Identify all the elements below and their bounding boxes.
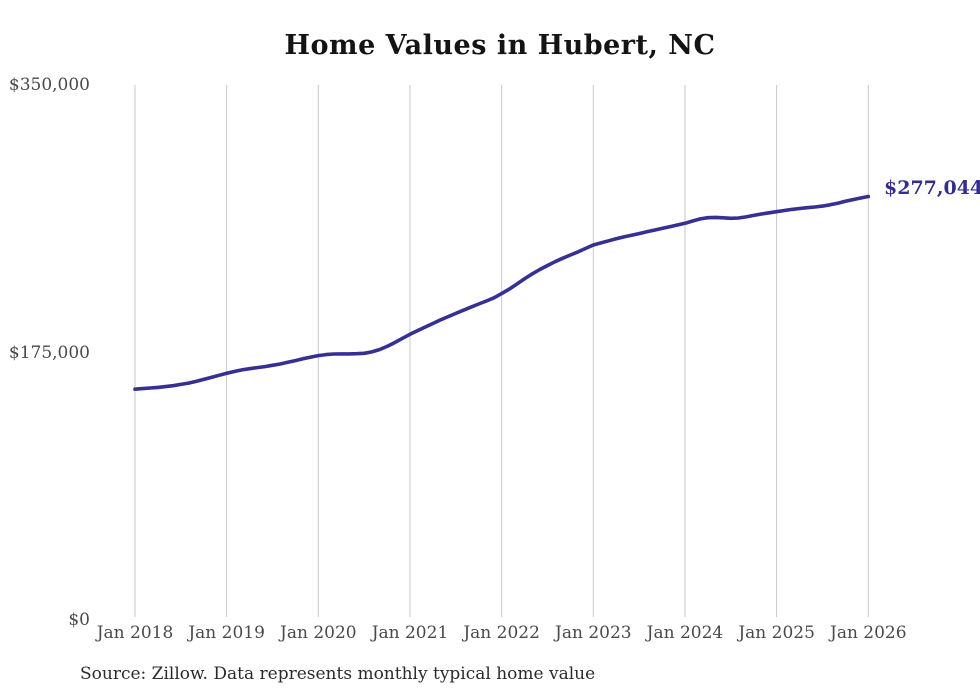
x-tick-label: Jan 2022	[463, 623, 540, 643]
x-tick-label: Jan 2024	[646, 623, 724, 643]
y-tick-label: $0	[68, 610, 90, 630]
x-tick-label: Jan 2025	[738, 623, 815, 643]
x-tick-label: Jan 2019	[188, 623, 265, 643]
gridlines-group	[134, 85, 869, 617]
x-tick-label: Jan 2023	[555, 623, 632, 643]
x-tick-label: Jan 2021	[371, 623, 449, 643]
x-tick-label: Jan 2018	[96, 623, 174, 643]
series-group	[133, 194, 871, 392]
home-value-line	[133, 194, 871, 392]
x-tick-label: Jan 2020	[280, 623, 357, 643]
chart-title: Home Values in Hubert, NC	[284, 30, 716, 61]
y-tick-label: $175,000	[8, 342, 90, 363]
source-note: Source: Zillow. Data represents monthly …	[80, 664, 596, 684]
y-tick-label: $350,000	[8, 75, 90, 95]
x-tick-label: Jan 2026	[830, 623, 907, 643]
last-value-label: $277,044	[884, 177, 980, 199]
